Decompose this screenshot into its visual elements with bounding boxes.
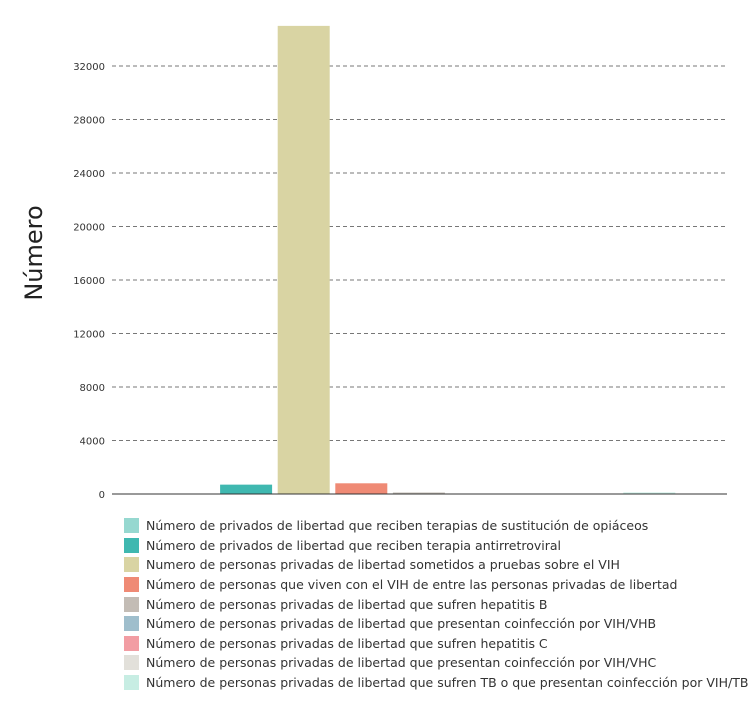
y-tick-label: 20000 [73, 223, 105, 234]
legend-item: Número de personas privadas de libertad … [124, 614, 755, 634]
legend-label: Número de privados de libertad que recib… [146, 518, 649, 534]
legend-label: Número de privados de libertad que recib… [146, 537, 562, 553]
legend-label: Número de personas privadas de libertad … [146, 596, 548, 612]
legend-item: Número de privados de libertad que recib… [124, 516, 755, 536]
legend-label: Número de personas que viven con el VIH … [146, 577, 678, 593]
legend-swatch [124, 537, 139, 553]
y-tick-label: 12000 [73, 330, 105, 341]
legend-swatch [124, 577, 139, 593]
y-tick-label: 4000 [80, 437, 105, 448]
legend: Número de privados de libertad que recib… [124, 516, 755, 692]
y-tick-label: 0 [99, 490, 105, 501]
gridlines [112, 65, 727, 441]
y-axis-label: Número [20, 205, 48, 300]
legend-swatch [124, 596, 139, 612]
legend-label: Número de personas privadas de libertad … [146, 635, 548, 651]
bar [277, 25, 330, 494]
legend-label: Número de personas privadas de libertad … [146, 616, 657, 632]
legend-swatch [124, 616, 139, 632]
bars [220, 25, 676, 494]
legend-item: Número de personas privadas de libertad … [124, 594, 755, 614]
legend-swatch [124, 655, 139, 671]
bar [220, 484, 273, 494]
legend-item: Número de personas privadas de libertad … [124, 653, 755, 673]
y-tick-label: 8000 [80, 383, 105, 394]
legend-swatch [124, 557, 139, 573]
bar [623, 492, 676, 494]
y-tick-label: 28000 [73, 116, 105, 127]
bar [335, 483, 388, 494]
y-axis-ticks: 0 4000 8000 12000 16000 20000 24000 28000 32000 [73, 62, 105, 501]
legend-label: Número de personas privadas de libertad … [146, 655, 657, 671]
legend-item: Número de personas privadas de libertad … [124, 634, 755, 654]
bar [392, 492, 445, 494]
legend-item: Número de personas privadas de libertad … [124, 673, 755, 693]
legend-label: Numero de personas privadas de libertad … [146, 557, 620, 573]
legend-swatch [124, 635, 139, 651]
legend-item: Número de personas que viven con el VIH … [124, 575, 755, 595]
legend-swatch [124, 675, 139, 691]
y-tick-label: 32000 [73, 62, 105, 73]
y-tick-label: 16000 [73, 276, 105, 287]
legend-item: Número de privados de libertad que recib… [124, 536, 755, 556]
legend-item: Numero de personas privadas de libertad … [124, 555, 755, 575]
legend-swatch [124, 518, 139, 534]
legend-label: Número de personas privadas de libertad … [146, 675, 749, 691]
y-tick-label: 24000 [73, 169, 105, 180]
